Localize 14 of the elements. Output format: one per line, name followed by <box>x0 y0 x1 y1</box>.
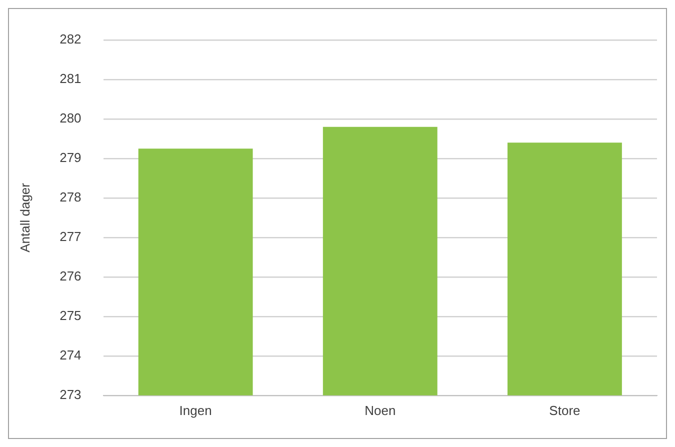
y-tick-label: 275 <box>60 308 82 323</box>
y-tick-label: 277 <box>60 229 82 244</box>
y-tick-label: 273 <box>60 386 82 402</box>
y-tick-label: 278 <box>60 190 82 205</box>
y-tick-label: 276 <box>60 268 82 284</box>
x-tick-label: Noen <box>364 402 396 418</box>
y-axis-title: Antall dager <box>17 182 32 252</box>
x-tick-label: Ingen <box>179 402 212 418</box>
x-tick-label: Store <box>549 402 580 418</box>
y-tick-label: 279 <box>60 150 82 166</box>
y-tick-label: 280 <box>60 110 82 126</box>
y-tick-label: 282 <box>60 32 82 47</box>
y-tick-label: 281 <box>60 71 82 86</box>
y-tick-label: 274 <box>60 347 82 362</box>
